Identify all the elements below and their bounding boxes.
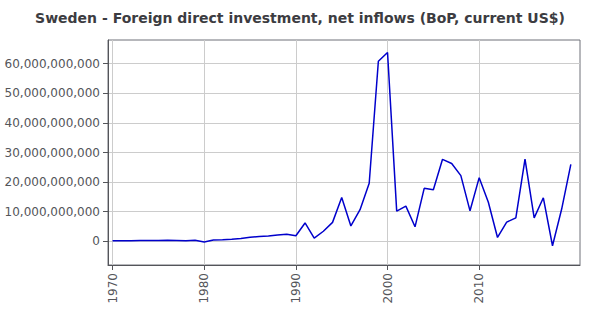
svg-text:Sweden - Foreign direct invest: Sweden - Foreign direct investment, net …	[35, 10, 565, 26]
svg-text:2000: 2000	[381, 273, 395, 304]
svg-text:10,000,000,000: 10,000,000,000	[5, 205, 100, 219]
svg-text:20,000,000,000: 20,000,000,000	[5, 175, 100, 189]
svg-text:1970: 1970	[106, 273, 120, 304]
svg-text:0: 0	[92, 234, 100, 248]
svg-text:30,000,000,000: 30,000,000,000	[5, 146, 100, 160]
svg-text:50,000,000,000: 50,000,000,000	[5, 86, 100, 100]
svg-text:1980: 1980	[197, 273, 211, 304]
svg-text:60,000,000,000: 60,000,000,000	[5, 57, 100, 71]
svg-text:2010: 2010	[472, 273, 486, 304]
svg-text:1990: 1990	[289, 273, 303, 304]
svg-text:40,000,000,000: 40,000,000,000	[5, 116, 100, 130]
